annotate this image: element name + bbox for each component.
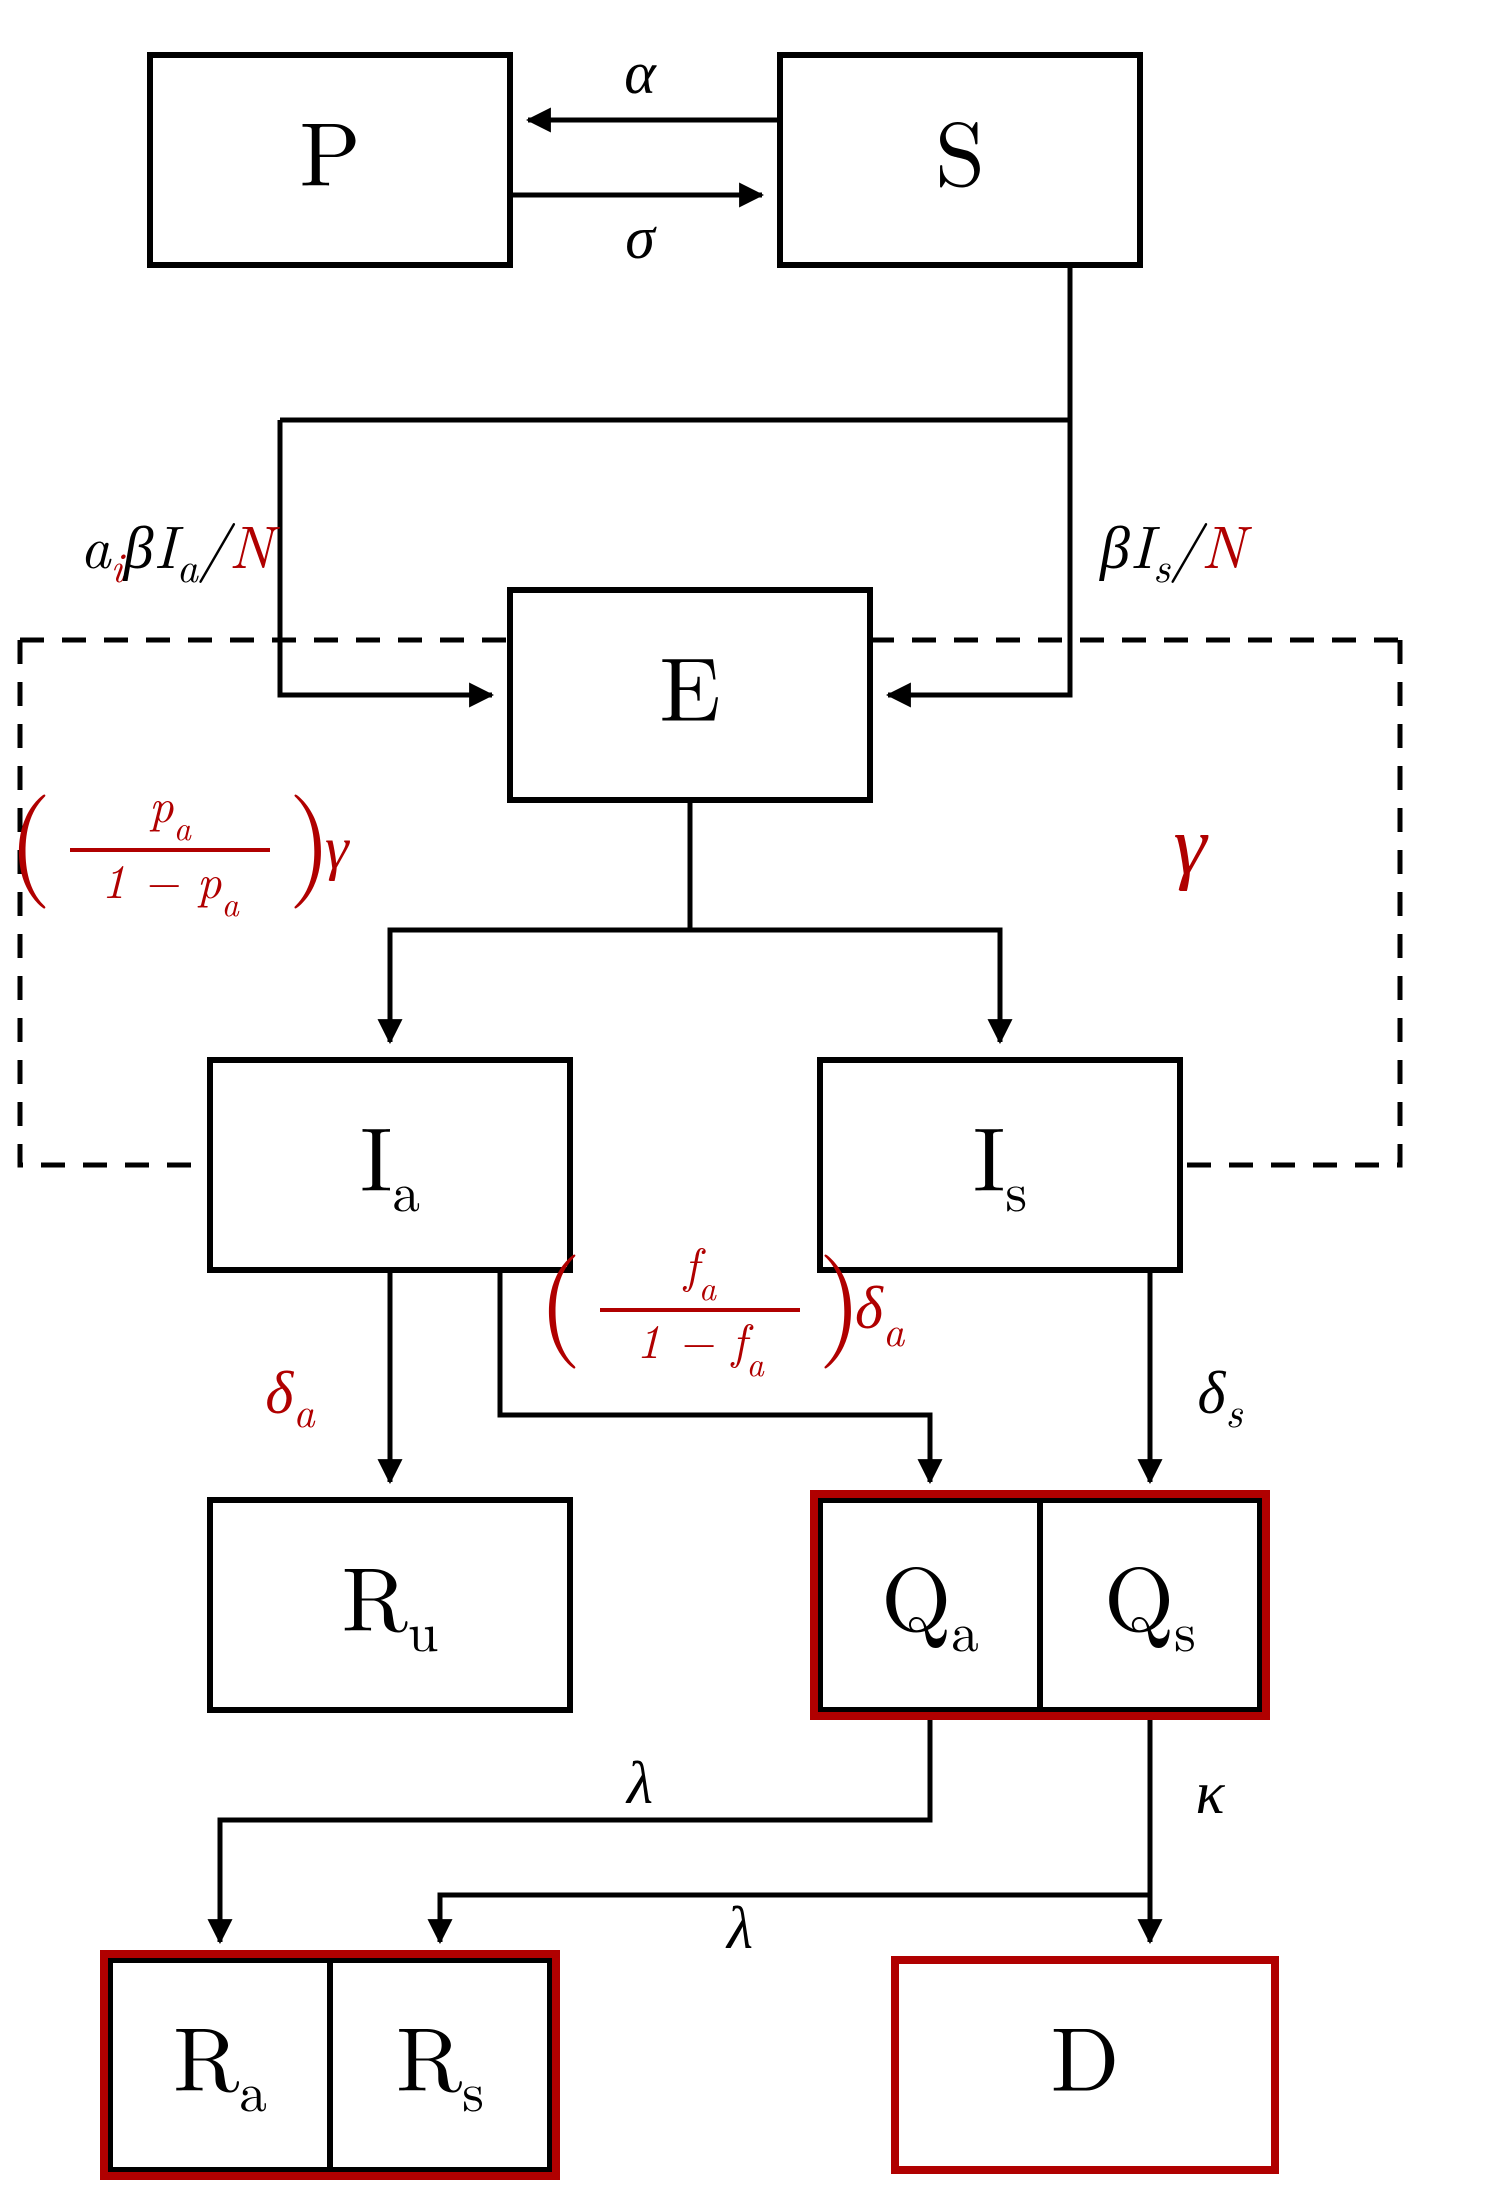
node-label-P: P: [299, 85, 360, 212]
edgelabel-Ia_to_Qa_frac-num: fa: [682, 1228, 717, 1310]
edgelabel-gamma_left_frac-num: pa: [149, 768, 192, 850]
edge-fork_right_to_E: [888, 420, 1070, 695]
edge-E_to_Is: [690, 930, 1000, 1042]
edgelabel-Qa_to_Ra: λ: [625, 1736, 653, 1821]
edgelabel-gamma_left_frac-after: γ: [325, 801, 350, 886]
diagram-canvas: PSEIaIsRuQaQsRaRsDασaiβIa/NβIs/Npa1 − pa…: [0, 0, 1508, 2192]
edgelabel-Qs_to_D: κ: [1196, 1746, 1226, 1831]
edgelabel-Ia_to_Ru: δa: [265, 1346, 316, 1440]
node-label-E: E: [659, 620, 720, 747]
edge-Qa_to_Ra: [220, 1710, 930, 1942]
edgelabel-gamma_right: γ: [1173, 779, 1208, 898]
edgelabel-P_to_S: σ: [625, 191, 657, 276]
edgelabel-fork_left_to_E: aiβIa/N: [80, 501, 281, 595]
edge-Qs_to_Rs: [440, 1895, 1150, 1942]
edge-E_to_Ia: [390, 930, 690, 1042]
edgelabel-gamma_left_frac-lparen: (: [8, 753, 52, 914]
node-label-D: D: [1051, 1990, 1120, 2117]
edgelabel-S_to_P: α: [624, 26, 657, 111]
edgelabel-Ia_to_Qa_frac-den: 1 − fa: [636, 1304, 764, 1386]
edgelabel-gamma_left_frac-den: 1 − pa: [101, 844, 239, 926]
edge-fork_left_to_E: [280, 420, 492, 695]
edgelabel-fork_right_to_E: βIs/N: [1099, 501, 1253, 595]
edgelabel-Qs_to_Rs: λ: [725, 1881, 753, 1966]
edgelabel-Is_to_Qs: δs: [1197, 1346, 1243, 1440]
edgelabel-Ia_to_Qa_frac-lparen: (: [538, 1213, 582, 1374]
edgelabel-Ia_to_Qa_frac-after: δa: [855, 1261, 906, 1359]
node-label-S: S: [935, 85, 985, 212]
edge-S_down_fork: [280, 265, 1070, 420]
